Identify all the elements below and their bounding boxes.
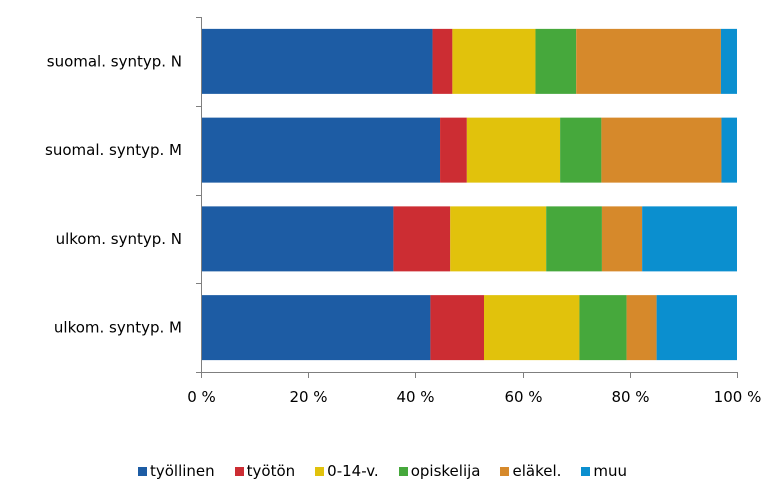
bar-segment [642, 206, 737, 272]
category-label: suomal. syntyp. N [47, 52, 182, 70]
x-tick-label: 60 % [504, 388, 542, 406]
legend-label: 0-14-v. [327, 462, 379, 480]
bar-segment [201, 206, 394, 272]
bar-segment [720, 28, 737, 94]
bar-segment [430, 295, 485, 361]
bar-segment [450, 206, 547, 272]
bar-segment [440, 117, 467, 183]
x-tick-label: 80 % [611, 388, 649, 406]
legend-swatch [137, 466, 147, 476]
chart-legend: työllinen työtön 0-14-v. opiskelija eläkel. m… [0, 460, 765, 482]
legend-swatch [398, 466, 408, 476]
bar-segment [601, 206, 643, 272]
legend-item: 0-14-v. [315, 460, 379, 482]
legend-swatch [500, 466, 510, 476]
legend-label: työllinen [149, 462, 215, 480]
legend-swatch [581, 466, 591, 476]
legend-item: eläkel. [500, 460, 561, 482]
bar-segment [393, 206, 451, 272]
bar-segment [626, 295, 657, 361]
bar-segment [484, 295, 580, 361]
bar-segment [656, 295, 737, 361]
legend-swatch [315, 466, 325, 476]
x-tick-label: 20 % [289, 388, 327, 406]
bar-segment [576, 28, 721, 94]
bar-segment [432, 28, 453, 94]
bar-segment [721, 117, 737, 183]
category-label: ulkom. syntyp. M [54, 319, 182, 337]
bar-segment [601, 117, 722, 183]
x-tick-label: 100 % [714, 388, 762, 406]
category-label: ulkom. syntyp. N [56, 230, 182, 248]
bar-segment [535, 28, 577, 94]
bar-segment [201, 295, 431, 361]
legend-item: muu [581, 460, 627, 482]
legend-item: työtön [234, 460, 296, 482]
chart-plot: suomal. syntyp. N suomal. syntyp. M ulkom.… [45, 17, 762, 406]
x-tick-label: 40 % [396, 388, 434, 406]
category-label: suomal. syntyp. M [45, 141, 182, 159]
legend-label: työtön [246, 462, 296, 480]
legend-item: opiskelija [398, 460, 481, 482]
legend-label: muu [593, 462, 628, 480]
bar-segment [579, 295, 627, 361]
bar-segment [546, 206, 602, 272]
bar-segment [201, 28, 433, 94]
legend-swatch [234, 466, 244, 476]
legend-label: eläkel. [512, 462, 562, 480]
bar-segment [201, 117, 441, 183]
legend-item: työllinen [137, 460, 215, 482]
bar-segment [466, 117, 561, 183]
legend-label: opiskelija [410, 462, 481, 480]
x-tick-label: 0 % [187, 388, 216, 406]
bar-segment [452, 28, 536, 94]
bar-segment [560, 117, 602, 183]
